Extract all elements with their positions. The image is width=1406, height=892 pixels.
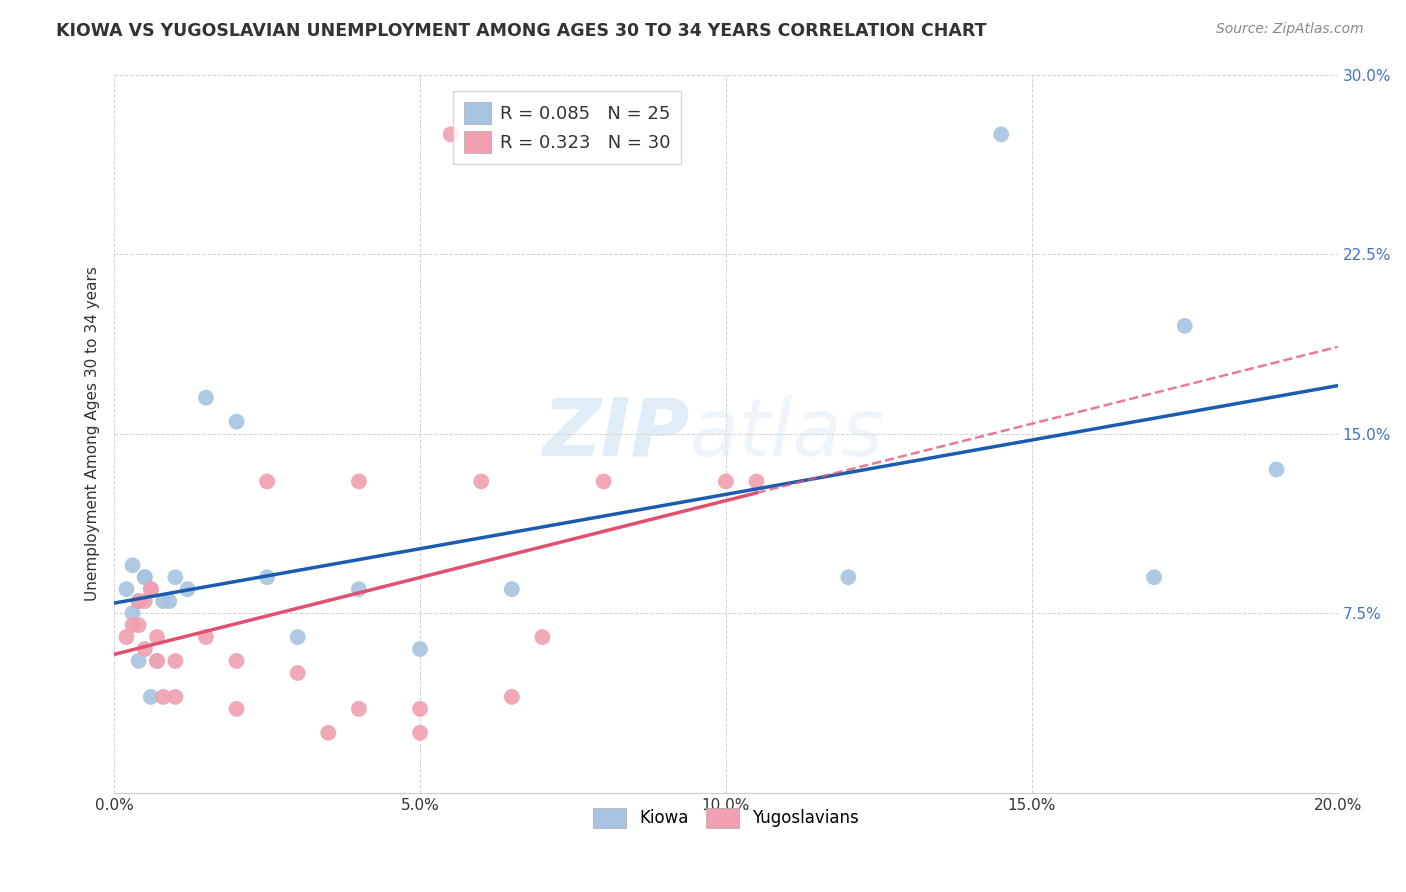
- Point: [152, 690, 174, 704]
- Point: [146, 654, 169, 668]
- Point: [128, 654, 150, 668]
- Point: [115, 582, 138, 597]
- Point: [194, 630, 217, 644]
- Point: [165, 570, 187, 584]
- Point: [165, 690, 187, 704]
- Point: [256, 570, 278, 584]
- Point: [134, 594, 156, 608]
- Point: [440, 128, 463, 142]
- Point: [165, 654, 187, 668]
- Point: [176, 582, 198, 597]
- Point: [990, 128, 1012, 142]
- Y-axis label: Unemployment Among Ages 30 to 34 years: Unemployment Among Ages 30 to 34 years: [86, 266, 100, 601]
- Point: [128, 594, 150, 608]
- Point: [152, 594, 174, 608]
- Point: [501, 690, 523, 704]
- Point: [287, 630, 309, 644]
- Point: [121, 558, 143, 573]
- Text: ZIP: ZIP: [541, 394, 689, 473]
- Point: [134, 642, 156, 657]
- Point: [139, 582, 162, 597]
- Point: [409, 642, 432, 657]
- Point: [347, 475, 370, 489]
- Point: [194, 391, 217, 405]
- Point: [837, 570, 859, 584]
- Point: [256, 475, 278, 489]
- Point: [225, 702, 247, 716]
- Point: [225, 654, 247, 668]
- Point: [409, 726, 432, 740]
- Point: [134, 570, 156, 584]
- Point: [470, 475, 492, 489]
- Point: [128, 618, 150, 632]
- Point: [592, 475, 614, 489]
- Point: [287, 665, 309, 680]
- Point: [225, 415, 247, 429]
- Point: [146, 630, 169, 644]
- Point: [316, 726, 339, 740]
- Point: [531, 630, 554, 644]
- Point: [714, 475, 737, 489]
- Point: [115, 630, 138, 644]
- Point: [409, 702, 432, 716]
- Point: [146, 654, 169, 668]
- Legend: Kiowa, Yugoslavians: Kiowa, Yugoslavians: [586, 801, 866, 835]
- Point: [347, 702, 370, 716]
- Point: [121, 606, 143, 620]
- Text: Source: ZipAtlas.com: Source: ZipAtlas.com: [1216, 22, 1364, 37]
- Point: [347, 582, 370, 597]
- Text: KIOWA VS YUGOSLAVIAN UNEMPLOYMENT AMONG AGES 30 TO 34 YEARS CORRELATION CHART: KIOWA VS YUGOSLAVIAN UNEMPLOYMENT AMONG …: [56, 22, 987, 40]
- Point: [134, 570, 156, 584]
- Point: [745, 475, 768, 489]
- Point: [139, 690, 162, 704]
- Point: [1265, 462, 1288, 476]
- Point: [121, 618, 143, 632]
- Point: [157, 594, 180, 608]
- Text: atlas: atlas: [689, 394, 884, 473]
- Point: [139, 582, 162, 597]
- Point: [1174, 318, 1197, 333]
- Point: [128, 594, 150, 608]
- Point: [1143, 570, 1166, 584]
- Point: [501, 582, 523, 597]
